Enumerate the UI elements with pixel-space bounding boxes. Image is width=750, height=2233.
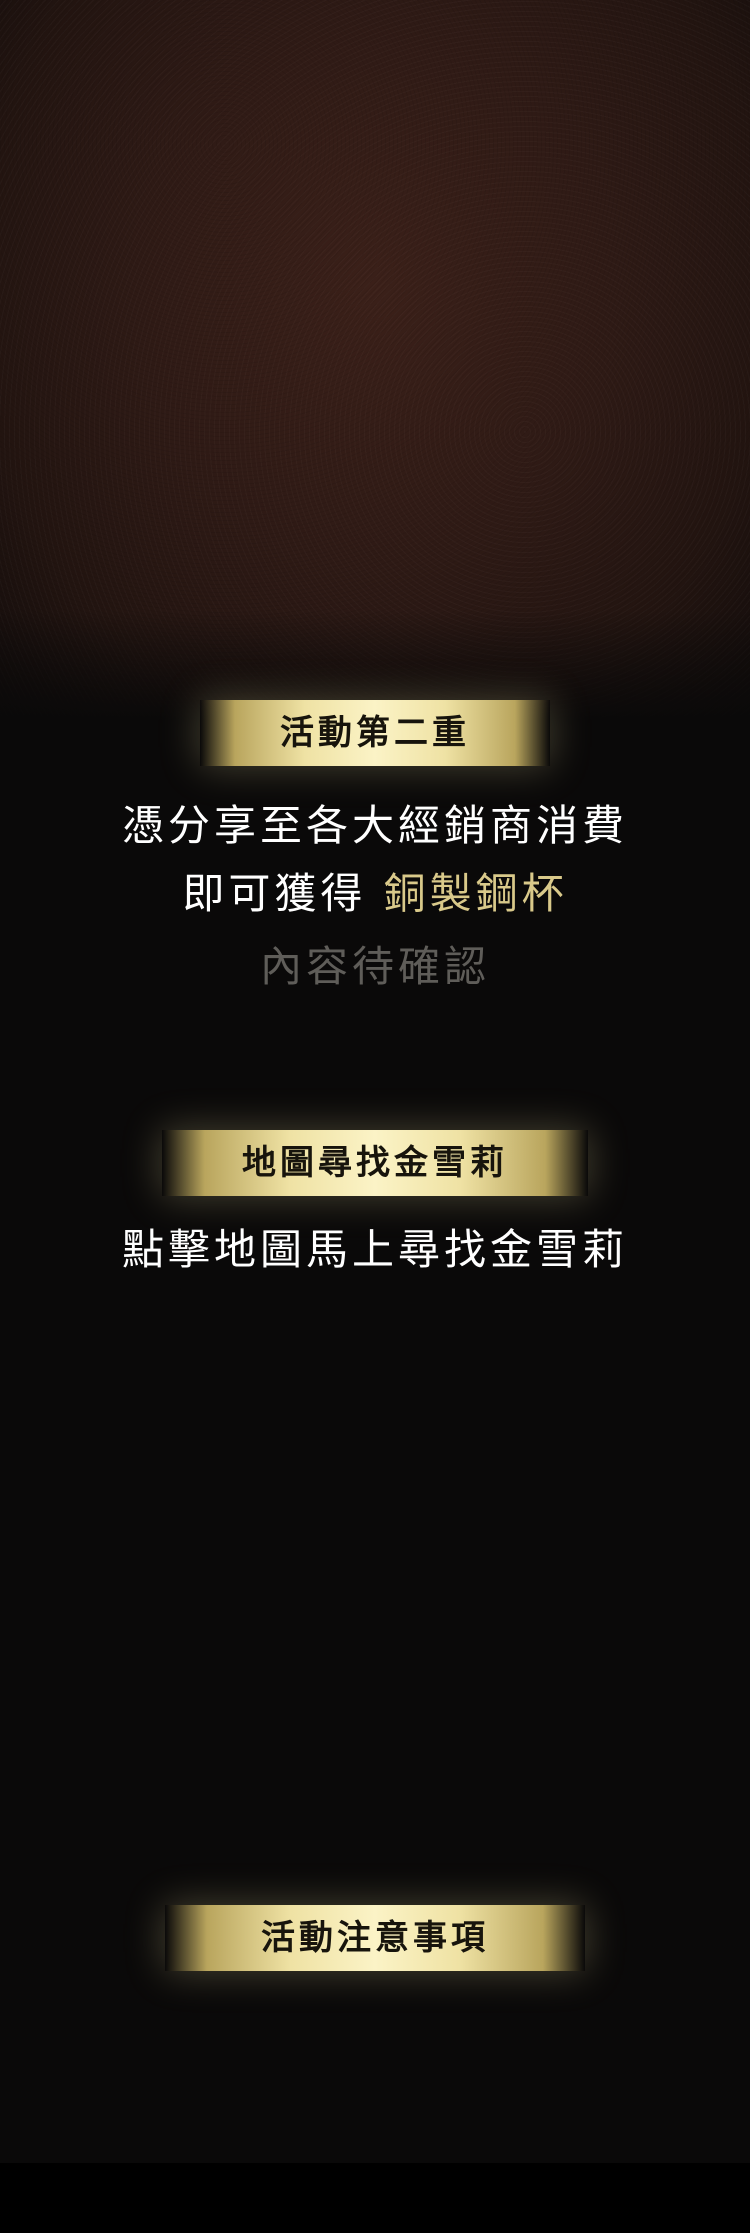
reward-highlight: 銅製鋼杯 <box>383 869 568 918</box>
bottom-bar <box>0 2163 750 2233</box>
share-instruction-text: 憑分享至各大經銷商消費 <box>121 801 628 850</box>
map-link-text[interactable]: 點擊地圖馬上尋找金雪莉 <box>121 1225 628 1274</box>
reward-text: 即可獲得 銅製鋼杯 <box>0 873 750 915</box>
reward-prefix: 即可獲得 <box>182 869 384 918</box>
section-banner-notes: 活動注意事項 <box>165 1905 585 1971</box>
section-title: 地圖尋找金雪莉 <box>242 1143 508 1183</box>
section-title: 活動第二重 <box>280 713 470 753</box>
section-title: 活動注意事項 <box>261 1918 489 1958</box>
section-banner-event-second: 活動第二重 <box>200 700 550 766</box>
section-banner-map-search: 地圖尋找金雪莉 <box>162 1130 588 1196</box>
pending-confirmation-text: 內容待確認 <box>259 942 490 991</box>
leather-hero-background <box>0 0 750 720</box>
